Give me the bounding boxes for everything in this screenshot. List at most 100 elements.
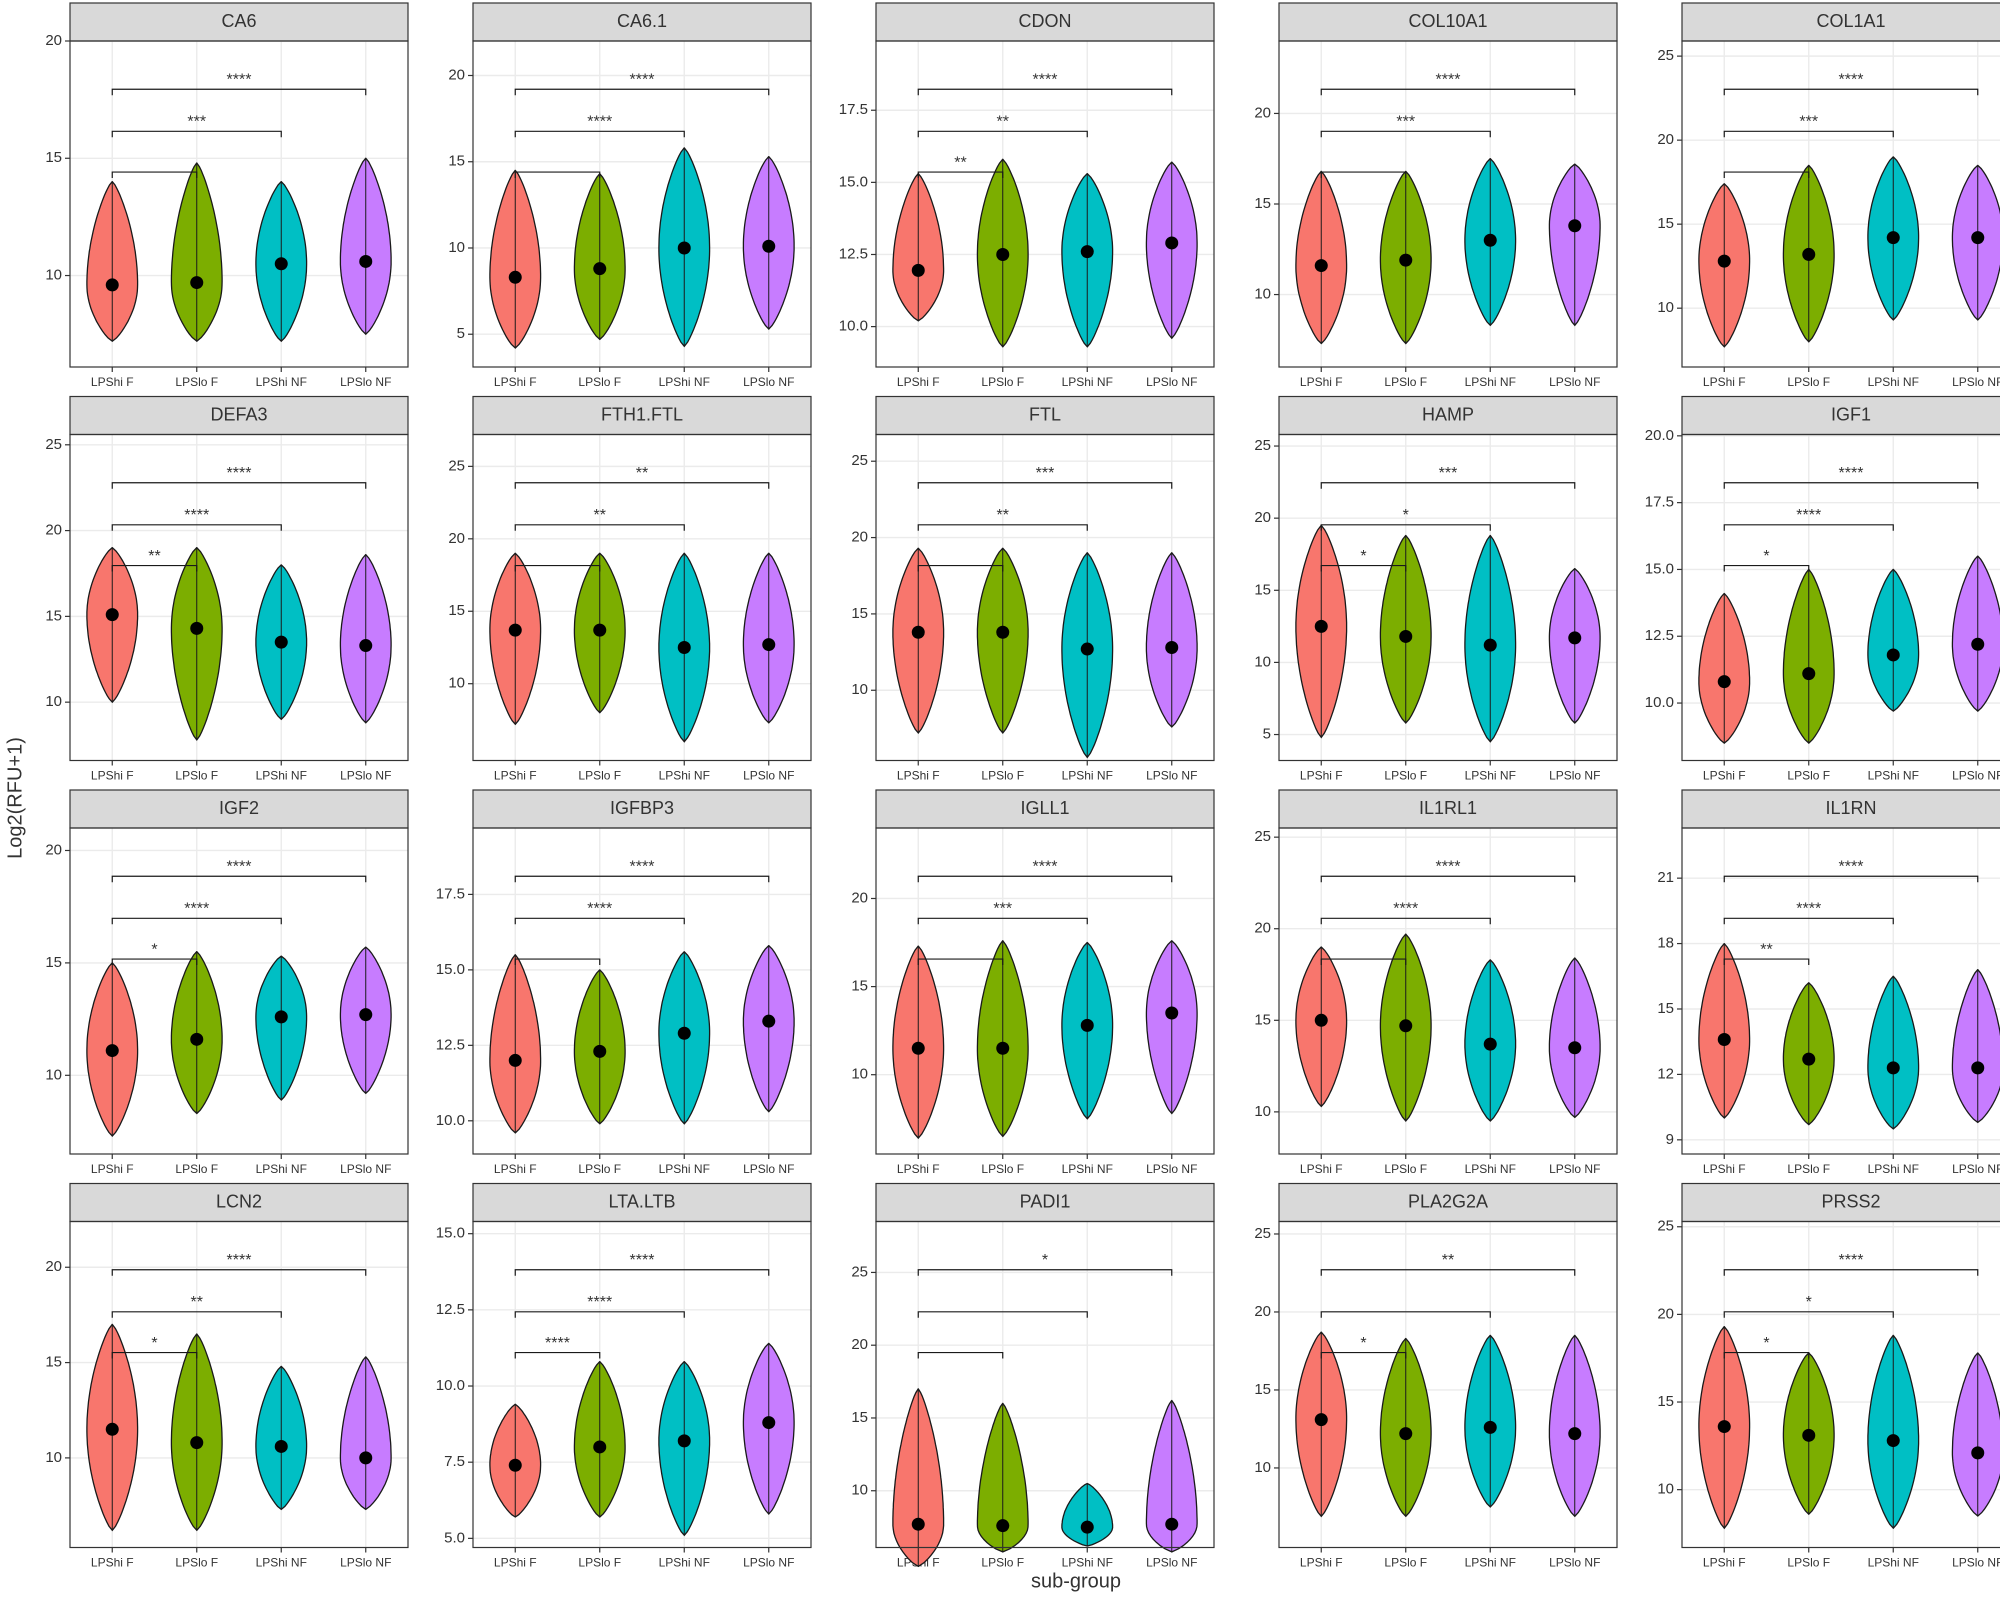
panel-title: CDON (1019, 11, 1072, 31)
y-tick-label: 21 (1657, 869, 1674, 886)
x-tick-label: LPSlo F (1384, 1556, 1427, 1570)
x-tick-label: LPShi F (494, 769, 537, 783)
significance-label: **** (227, 1252, 252, 1269)
strip (472, 1182, 812, 1223)
x-tick-label: LPShi F (494, 1162, 537, 1176)
strip (472, 789, 812, 829)
significance-label: **** (630, 71, 655, 88)
significance-bracket (111, 171, 198, 179)
y-tick-label: 15 (1657, 1000, 1674, 1017)
x-tick-label: LPShi F (897, 1162, 940, 1176)
x-tick-label: LPShi F (494, 375, 537, 389)
significance-bracket (111, 1269, 367, 1276)
significance-label: **** (1436, 71, 1461, 88)
mean-point (762, 638, 776, 652)
mean-point (911, 1517, 925, 1531)
mean-point (1717, 1033, 1731, 1047)
panel-border (472, 1220, 812, 1549)
significance-bracket (1320, 564, 1407, 572)
significance-label: **** (1839, 465, 1864, 482)
significance-bracket (514, 524, 685, 531)
x-tick-label: LPSlo NF (340, 1162, 391, 1176)
y-tick-label: 15.0 (1645, 560, 1674, 577)
significance-label: **** (1839, 71, 1864, 88)
panel-border (875, 827, 1215, 1155)
x-tick-label: LPShi F (91, 1556, 134, 1570)
panel-border (1681, 40, 2000, 368)
mean-point (1717, 254, 1731, 268)
y-tick-label: 20 (851, 1336, 868, 1353)
significance-label: **** (630, 858, 655, 875)
strip (1681, 1182, 2000, 1223)
mean-point (1080, 245, 1094, 259)
mean-point (1802, 1428, 1816, 1442)
significance-label: **** (587, 114, 612, 131)
significance-bracket (111, 564, 198, 572)
significance-bracket (111, 958, 198, 966)
mean-point (996, 1519, 1010, 1533)
strip (875, 2, 1215, 42)
x-tick-label: LPSlo NF (1952, 769, 2000, 783)
significance-bracket (917, 171, 1004, 179)
mean-point (1080, 1018, 1094, 1032)
mean-point (1165, 641, 1179, 655)
x-tick-label: LPShi F (897, 375, 940, 389)
y-tick-label: 15 (45, 954, 62, 971)
y-tick-label: 20.0 (1645, 427, 1674, 444)
x-tick-label: LPShi F (1300, 1162, 1343, 1176)
significance-label: **** (184, 901, 209, 918)
y-tick-label: 10.0 (1645, 694, 1674, 711)
significance-bracket (1723, 1311, 1894, 1318)
x-tick-label: LPShi F (1300, 1556, 1343, 1570)
panel-border (1278, 827, 1618, 1155)
y-tick-label: 10 (851, 681, 868, 698)
y-tick-label: 20 (45, 841, 62, 858)
significance-bracket (917, 564, 1004, 572)
x-tick-label: LPShi NF (1465, 1162, 1516, 1176)
mean-point (508, 270, 522, 284)
significance-label: **** (1033, 71, 1058, 88)
mean-point (1483, 1037, 1497, 1051)
significance-bracket (1320, 917, 1491, 925)
significance-label: *** (1439, 465, 1458, 482)
y-tick-label: 10 (1254, 1103, 1271, 1120)
significance-bracket (917, 1311, 1088, 1318)
significance-label: *** (993, 901, 1012, 918)
mean-point (1802, 1052, 1816, 1066)
mean-point (359, 1451, 373, 1465)
significance-label: ** (148, 548, 160, 565)
significance-bracket (917, 958, 1004, 966)
x-tick-label: LPSlo NF (1952, 375, 2000, 389)
significance-label: ** (191, 1294, 203, 1311)
significance-bracket (111, 917, 282, 925)
violin (1951, 969, 2000, 1124)
mean-point (911, 625, 925, 639)
x-tick-label: LPSlo NF (1146, 1556, 1197, 1570)
x-tick-label: LPSlo NF (340, 769, 391, 783)
significance-bracket (111, 1351, 198, 1359)
x-tick-label: LPSlo F (578, 375, 621, 389)
significance-bracket (111, 524, 282, 531)
x-tick-label: LPShi NF (1062, 1162, 1113, 1176)
significance-bracket (111, 1311, 282, 1318)
mean-point (1314, 259, 1328, 273)
mean-point (1886, 231, 1900, 245)
significance-bracket (917, 875, 1173, 883)
mean-point (274, 635, 288, 649)
panel-border (1681, 827, 2000, 1155)
x-tick-label: LPShi F (1703, 375, 1746, 389)
x-tick-label: LPSlo F (175, 769, 218, 783)
y-tick-label: 10 (1254, 653, 1271, 670)
x-tick-label: LPShi F (91, 1162, 134, 1176)
y-tick-label: 12 (1657, 1065, 1674, 1082)
mean-point (593, 1044, 607, 1058)
significance-bracket (917, 1351, 1004, 1359)
mean-point (1717, 1420, 1731, 1434)
panel-title: IGLL1 (1020, 798, 1069, 818)
x-tick-label: LPSlo F (578, 769, 621, 783)
strip (69, 395, 409, 436)
panel-title: COL1A1 (1816, 11, 1885, 31)
panel-border (1681, 1220, 2000, 1549)
mean-point (911, 1041, 925, 1055)
panel-title: DEFA3 (210, 404, 267, 424)
